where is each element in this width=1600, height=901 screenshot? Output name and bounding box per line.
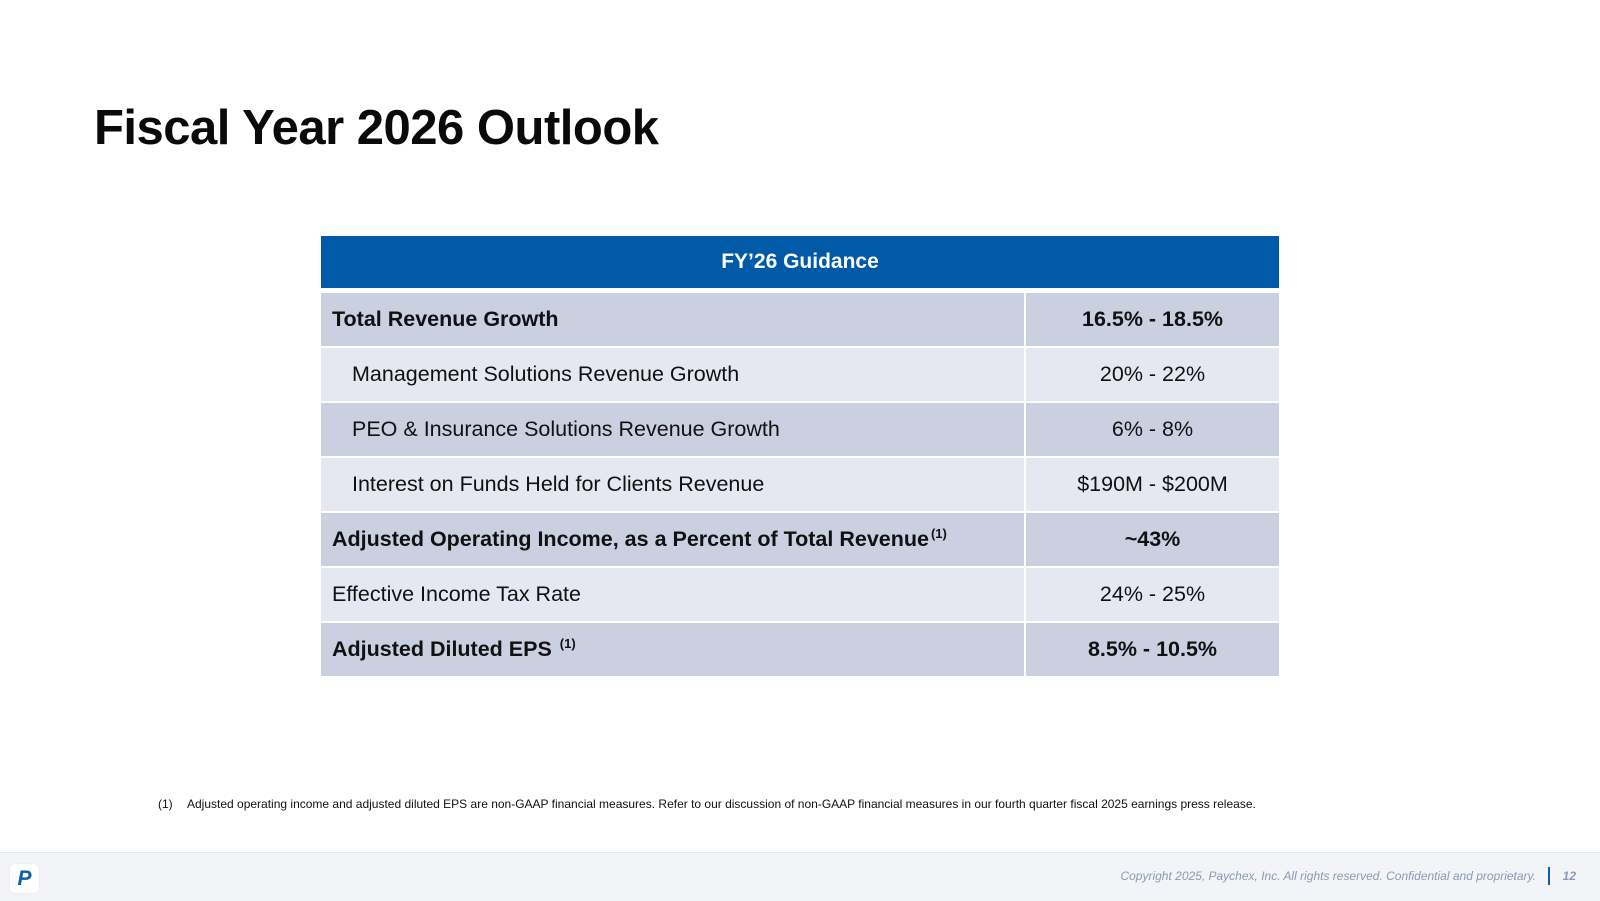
table-row: Effective Income Tax Rate 24% - 25% [321, 568, 1279, 623]
footnote-reference: (1) [930, 526, 947, 541]
footnote: (1) Adjusted operating income and adjust… [158, 797, 1256, 811]
row-label-text: Adjusted Diluted EPS [332, 637, 552, 661]
footnote-reference: (1) [559, 636, 576, 651]
slide-footer: P Copyright 2025, Paychex, Inc. All righ… [0, 852, 1600, 901]
row-label: Interest on Funds Held for Clients Reven… [321, 458, 1026, 513]
row-value: ~43% [1026, 513, 1279, 568]
row-value: 24% - 25% [1026, 568, 1279, 623]
table-header-row: FY’26 Guidance [321, 236, 1279, 293]
table-header: FY’26 Guidance [321, 236, 1279, 293]
row-value: 20% - 22% [1026, 348, 1279, 403]
table-row: Management Solutions Revenue Growth 20% … [321, 348, 1279, 403]
table-row: PEO & Insurance Solutions Revenue Growth… [321, 403, 1279, 458]
paychex-logo-icon: P [10, 864, 39, 893]
guidance-table: FY’26 Guidance Total Revenue Growth 16.5… [321, 236, 1279, 676]
logo-letter: P [17, 867, 32, 890]
row-label-text: PEO & Insurance Solutions Revenue Growth [352, 417, 780, 441]
footnote-text: Adjusted operating income and adjusted d… [187, 797, 1256, 811]
row-label-text: Total Revenue Growth [332, 307, 559, 331]
row-label: Adjusted Diluted EPS (1) [321, 623, 1026, 676]
row-label-text: Effective Income Tax Rate [332, 582, 581, 606]
table-row: Adjusted Operating Income, as a Percent … [321, 513, 1279, 568]
footer-divider [1548, 867, 1550, 885]
footnote-marker: (1) [158, 797, 173, 811]
row-label: Adjusted Operating Income, as a Percent … [321, 513, 1026, 568]
row-label-text: Interest on Funds Held for Clients Reven… [352, 472, 765, 496]
table-row: Total Revenue Growth 16.5% - 18.5% [321, 293, 1279, 348]
page-number: 12 [1562, 869, 1576, 883]
row-label-text: Adjusted Operating Income, as a Percent … [332, 527, 929, 551]
copyright-text: Copyright 2025, Paychex, Inc. All rights… [1120, 869, 1536, 883]
row-label: Effective Income Tax Rate [321, 568, 1026, 623]
row-value: $190M - $200M [1026, 458, 1279, 513]
row-value: 16.5% - 18.5% [1026, 293, 1279, 348]
row-label: Total Revenue Growth [321, 293, 1026, 348]
row-value: 6% - 8% [1026, 403, 1279, 458]
page-title: Fiscal Year 2026 Outlook [94, 101, 659, 155]
row-label: Management Solutions Revenue Growth [321, 348, 1026, 403]
row-value: 8.5% - 10.5% [1026, 623, 1279, 676]
table-row: Adjusted Diluted EPS (1) 8.5% - 10.5% [321, 623, 1279, 676]
row-label: PEO & Insurance Solutions Revenue Growth [321, 403, 1026, 458]
table-row: Interest on Funds Held for Clients Reven… [321, 458, 1279, 513]
row-label-text: Management Solutions Revenue Growth [352, 362, 740, 386]
